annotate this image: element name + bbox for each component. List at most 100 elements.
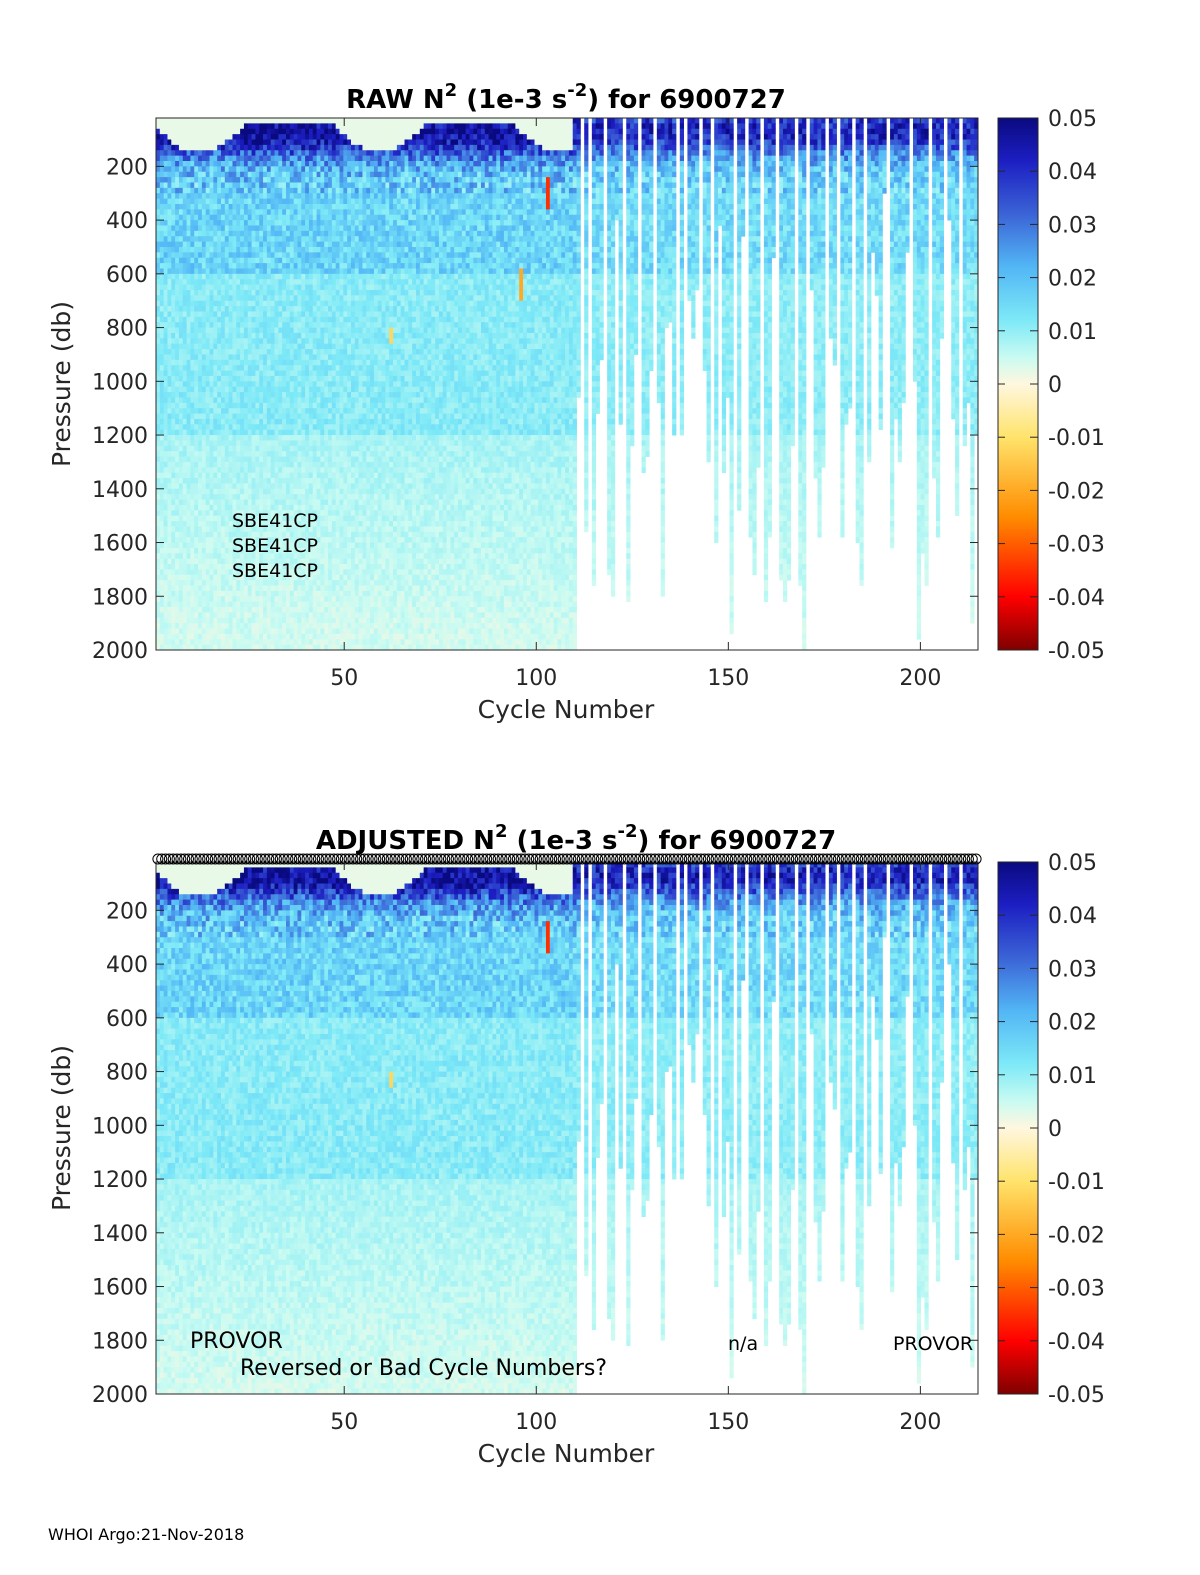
heatmap-cell (159, 359, 165, 366)
heatmap-cell (316, 171, 321, 178)
heatmap-cell (159, 289, 165, 296)
heatmap-cell (297, 332, 302, 339)
heatmap-cell (240, 365, 245, 371)
heatmap-cell (175, 198, 180, 205)
heatmap-cell (293, 203, 298, 210)
heatmap-cell (343, 177, 348, 183)
heatmap-cell (263, 429, 268, 436)
heatmap-cell (175, 311, 180, 318)
heatmap-cell (178, 413, 184, 420)
heatmap-cell (243, 177, 249, 183)
heatmap-cell (343, 488, 348, 495)
heatmap-cell (201, 289, 207, 296)
heatmap-cell (178, 564, 184, 570)
heatmap-cell (217, 263, 222, 269)
heatmap-cell (343, 311, 348, 318)
heatmap-cell (167, 171, 172, 178)
heatmap-cell (224, 306, 230, 312)
heatmap-cell (324, 241, 329, 248)
heatmap-cell (278, 418, 283, 425)
heatmap-cell (255, 639, 260, 646)
heatmap-cell (236, 461, 241, 468)
heatmap-cell (305, 504, 310, 511)
heatmap-cell (190, 488, 195, 495)
heatmap-cell (335, 295, 340, 302)
heatmap-cell (209, 402, 214, 409)
heatmap-cell (194, 171, 199, 178)
heatmap-cell (251, 295, 256, 302)
heatmap-cell (316, 639, 321, 646)
heatmap-cell (217, 580, 222, 586)
heatmap-cell (274, 300, 279, 307)
heatmap-cell (278, 246, 283, 253)
heatmap-cell (270, 236, 275, 242)
heatmap-cell (167, 564, 172, 570)
heatmap-cell (240, 177, 245, 183)
heatmap-cell (324, 236, 329, 242)
heatmap-cell (343, 494, 348, 500)
heatmap-cell (270, 435, 275, 441)
heatmap-cell (282, 252, 287, 259)
heatmap-cell (274, 472, 279, 479)
heatmap-cell (320, 558, 325, 565)
heatmap-cell (209, 628, 214, 635)
heatmap-cell (159, 268, 165, 275)
heatmap-cell (293, 220, 298, 226)
heatmap-cell (198, 268, 203, 275)
heatmap-cell (347, 327, 352, 334)
heatmap-cell (156, 510, 161, 517)
heatmap-cell (247, 531, 252, 538)
heatmap-cell (278, 150, 283, 157)
heatmap-cell (156, 547, 161, 554)
heatmap-cell (217, 241, 222, 248)
heatmap-cell (178, 332, 184, 339)
heatmap-cell (236, 349, 241, 355)
heatmap-cell (243, 193, 249, 199)
heatmap-cell (285, 553, 291, 560)
heatmap-cell (274, 596, 279, 603)
heatmap-cell (255, 521, 260, 527)
heatmap-cell (282, 386, 287, 393)
heatmap-cell (266, 118, 272, 124)
heatmap-cell (205, 639, 210, 646)
heatmap-cell (182, 456, 187, 463)
heatmap-cell (305, 461, 310, 468)
heatmap-cell (205, 128, 210, 135)
heatmap-cell (278, 236, 283, 242)
heatmap-cell (159, 574, 165, 581)
heatmap-cell (335, 456, 340, 463)
heatmap-cell (217, 134, 222, 140)
heatmap-cell (251, 542, 256, 549)
heatmap-cell (289, 440, 295, 447)
heatmap-cell (217, 214, 222, 221)
heatmap-cell (213, 574, 218, 581)
heatmap-cell (274, 306, 279, 312)
heatmap-cell (305, 311, 310, 318)
heatmap-cell (301, 623, 306, 629)
heatmap-cell (343, 375, 348, 382)
heatmap-cell (224, 617, 230, 624)
heatmap-cell (335, 499, 340, 506)
heatmap-cell (178, 644, 184, 650)
heatmap-cell (171, 547, 176, 554)
heatmap-cell (266, 617, 272, 624)
heatmap-cell (278, 177, 283, 183)
heatmap-cell (308, 279, 314, 285)
heatmap-cell (221, 547, 226, 554)
heatmap-cell (320, 601, 325, 608)
heatmap-cell (335, 187, 340, 194)
heatmap-cell (182, 289, 187, 296)
heatmap-cell (278, 182, 283, 189)
heatmap-cell (316, 617, 321, 624)
heatmap-cell (236, 263, 241, 269)
heatmap-cell (205, 381, 210, 388)
heatmap-cell (331, 273, 337, 280)
heatmap-cell (190, 144, 195, 151)
heatmap-cell (163, 585, 168, 592)
heatmap-cell (163, 284, 168, 291)
heatmap-cell (156, 435, 161, 441)
heatmap-cell (167, 230, 172, 237)
heatmap-cell (278, 478, 283, 484)
heatmap-cell (305, 182, 310, 189)
heatmap-cell (209, 435, 214, 441)
